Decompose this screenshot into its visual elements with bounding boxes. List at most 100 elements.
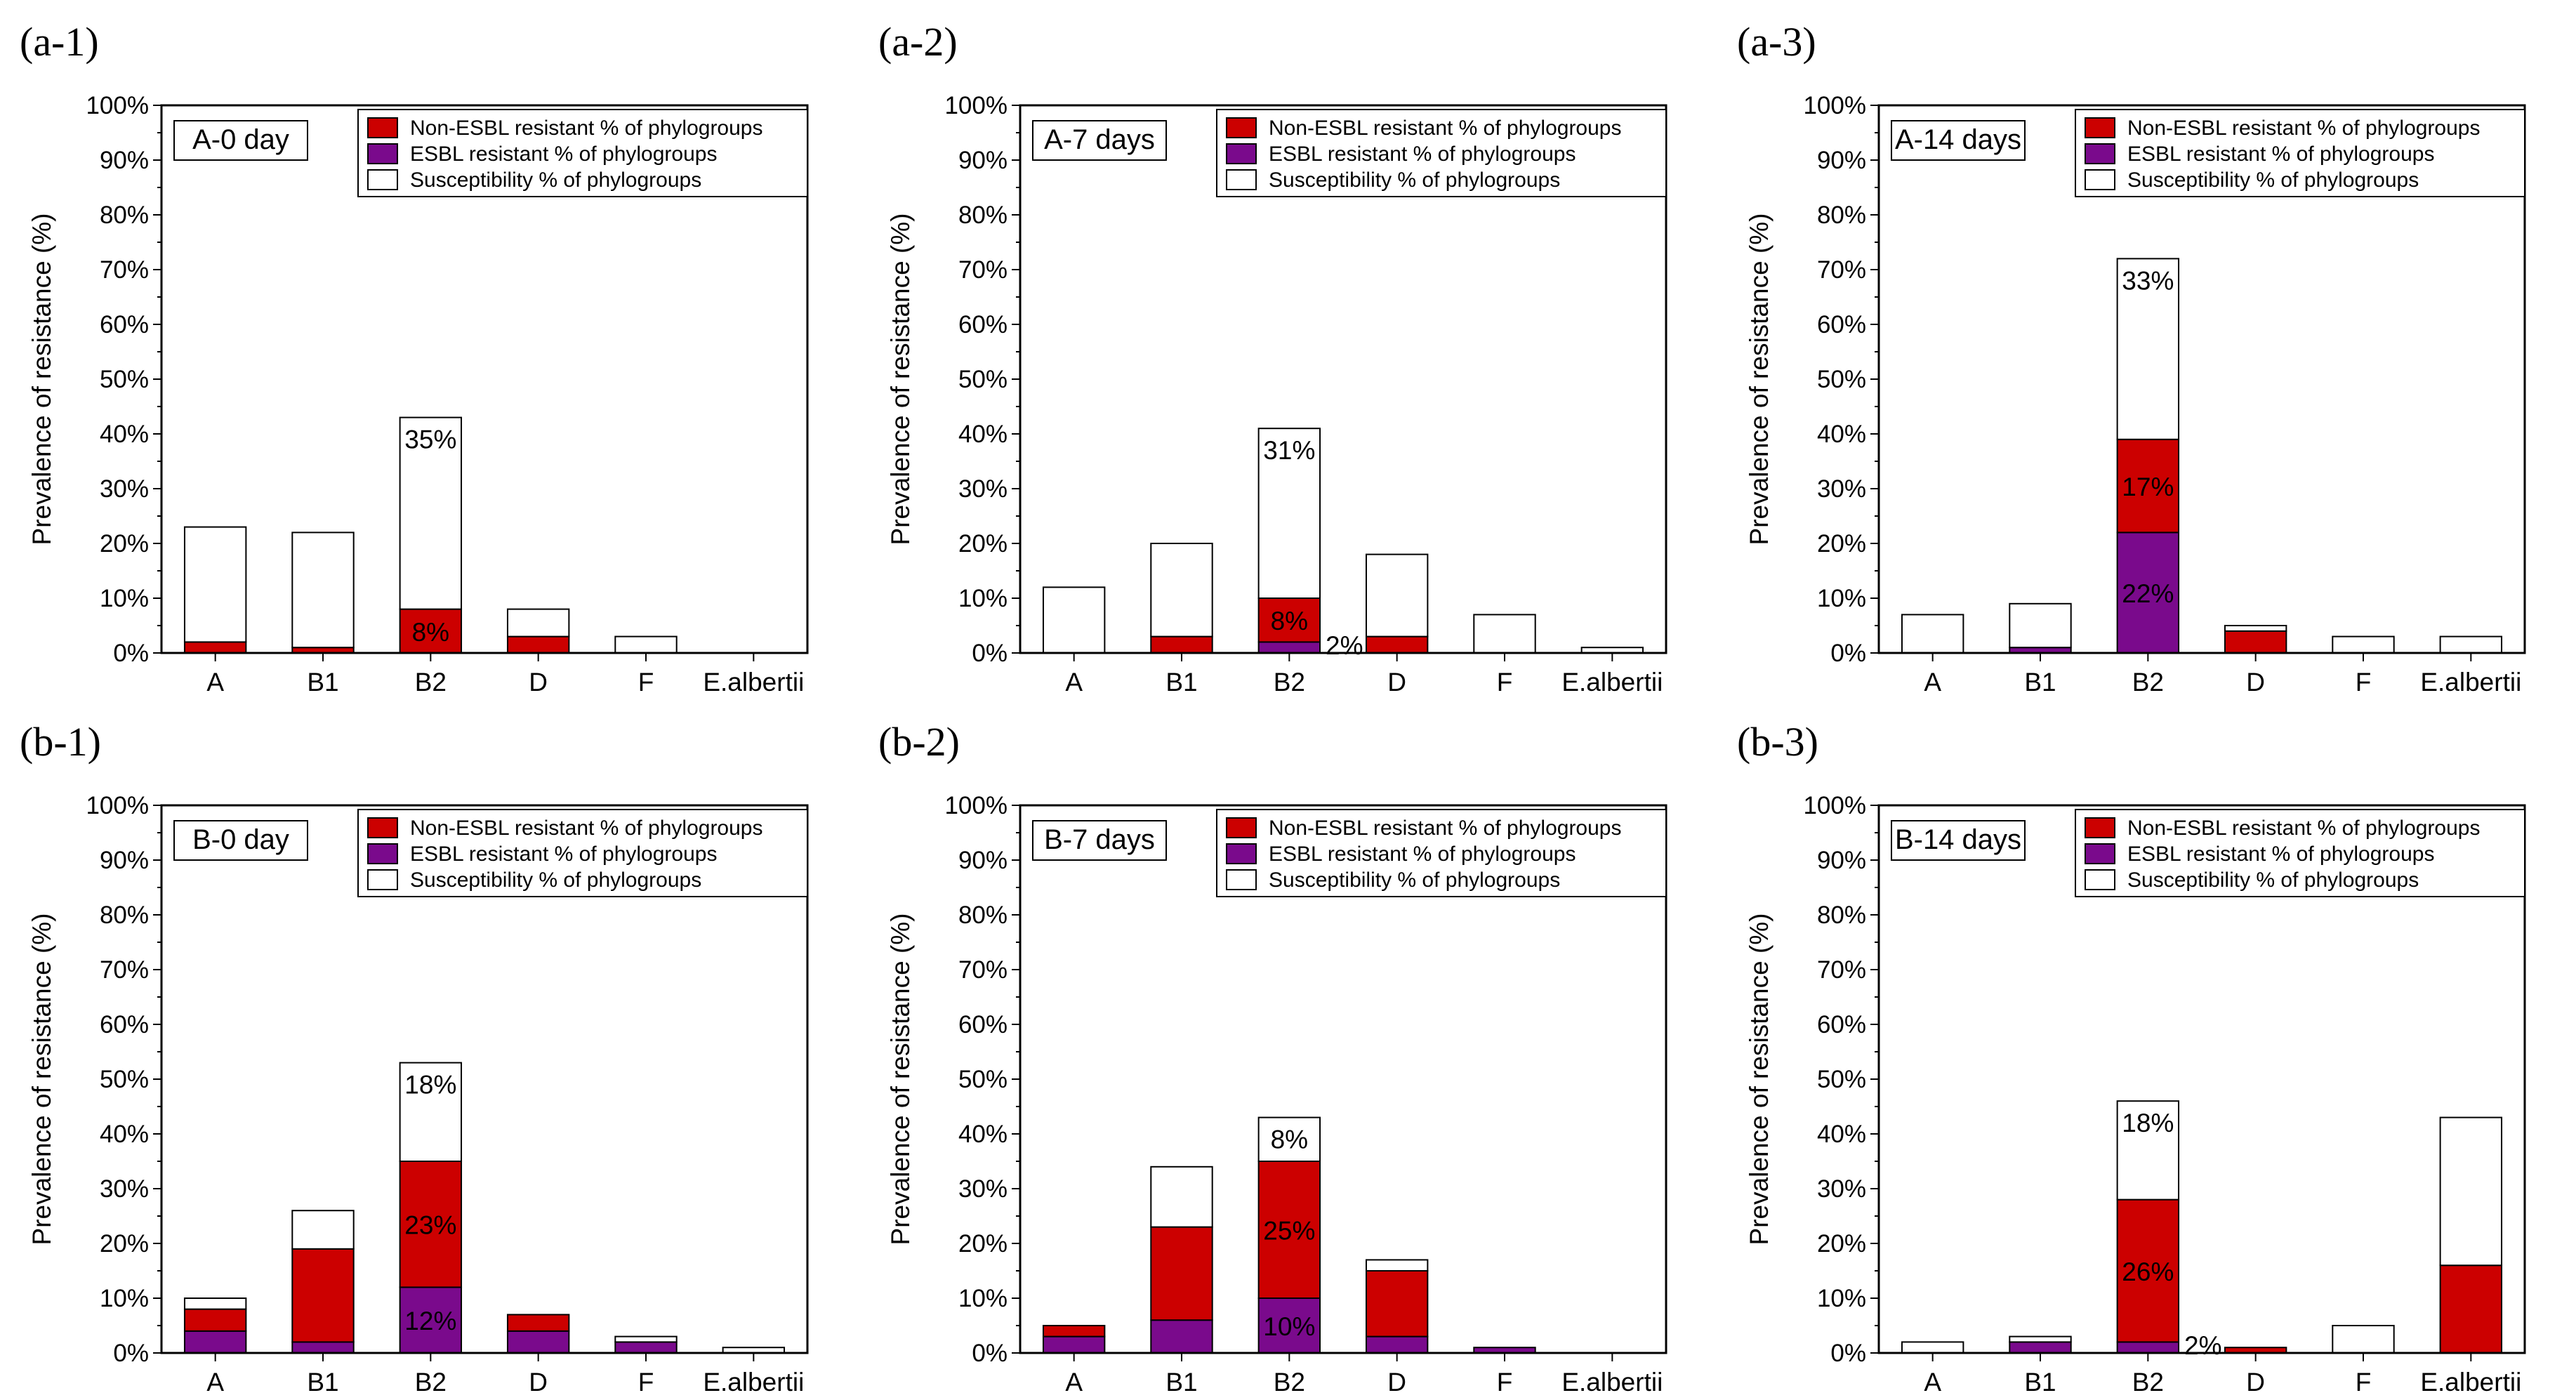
bar-segment: [1365, 1335, 1429, 1354]
y-tick-label: 70%: [100, 256, 149, 284]
y-tick-label: 0%: [1830, 640, 1866, 667]
y-tick-label: 70%: [958, 256, 1008, 284]
legend-swatch: [1226, 817, 1257, 838]
bar-value-label: 17%: [2122, 473, 2174, 501]
bar-value-label: 10%: [1263, 1312, 1315, 1341]
title-frame: [1032, 820, 1167, 861]
x-tick-label: A: [206, 1368, 224, 1396]
y-tick-label: 60%: [958, 311, 1008, 338]
legend-swatch: [367, 817, 398, 838]
bar-segment: [291, 1210, 355, 1250]
y-tick-label: 60%: [100, 311, 149, 338]
y-tick-label: 50%: [100, 1066, 149, 1093]
x-tick-label: B1: [1165, 1368, 1197, 1396]
title-frame: [1891, 120, 2026, 161]
bar-segment: [2116, 1198, 2180, 1343]
bar-segment: [2116, 1341, 2180, 1354]
bar-value-label: 22%: [2122, 579, 2174, 608]
bar-segment: [183, 1297, 247, 1310]
bar-segment: [2116, 531, 2180, 654]
panel-label: (a-2): [878, 19, 958, 65]
y-tick-label: 40%: [1817, 1121, 1866, 1148]
legend-swatch: [2085, 143, 2115, 164]
legend-swatch: [2085, 843, 2115, 864]
legend-swatch: [1226, 117, 1257, 138]
x-tick-label: B2: [415, 1368, 447, 1396]
x-tick-label: E.albertii: [703, 1368, 804, 1396]
y-tick-label: 60%: [958, 1011, 1008, 1038]
legend-entry: Susceptibility % of phylogroups: [1269, 869, 1560, 892]
x-tick-label: B2: [1274, 1368, 1305, 1396]
legend-entry: ESBL resistant % of phylogroups: [1269, 143, 1576, 166]
y-axis-label: Prevalence of resistance (%): [27, 913, 56, 1246]
legend-entry: Non-ESBL resistant % of phylogroups: [2127, 817, 2481, 840]
y-tick-label: 60%: [1817, 1011, 1866, 1038]
bar-segment: [1257, 641, 1321, 654]
y-tick-label: 60%: [100, 1011, 149, 1038]
bar-segment: [1365, 553, 1429, 638]
y-tick-label: 10%: [1817, 1285, 1866, 1312]
panel-label: (b-3): [1737, 719, 1818, 765]
bar-value-label: 23%: [404, 1211, 456, 1240]
bar-segment: [399, 1286, 463, 1354]
bar-segment: [1365, 1259, 1429, 1272]
chart-svg: 0% 10% 20% 30% 40% 50% 60% 70% 80% 90% 100% Prevale…: [27, 792, 809, 1396]
y-tick-label: 20%: [958, 530, 1008, 557]
chart-title: B-14 days: [1895, 824, 2021, 855]
x-tick-label: B2: [2132, 668, 2164, 696]
y-tick-label: 0%: [113, 1340, 149, 1367]
x-tick-label: D: [529, 1368, 548, 1396]
bar-value-label: 18%: [404, 1071, 456, 1099]
bar-value-label: 2%: [2184, 1331, 2221, 1360]
x-tick-label: E.albertii: [2420, 668, 2521, 696]
panel-label: (b-2): [878, 719, 960, 765]
x-tick-label: D: [1387, 668, 1406, 696]
title-frame: [173, 120, 308, 161]
y-tick-label: 40%: [958, 1121, 1008, 1148]
chart-svg: 0% 10% 20% 30% 40% 50% 60% 70% 80% 90% 100% Prevale…: [886, 92, 1667, 696]
y-tick-label: 90%: [958, 847, 1008, 874]
bar-segment: [2439, 635, 2503, 654]
bar-segment: [183, 526, 247, 643]
title-frame: [1891, 820, 2026, 861]
x-tick-label: E.albertii: [2420, 1368, 2521, 1396]
y-tick-label: 20%: [100, 1230, 149, 1257]
legend-swatch: [367, 143, 398, 164]
legend-frame: [357, 809, 808, 897]
bar-segment: [1150, 1226, 1213, 1321]
bar-value-label: 8%: [1271, 1125, 1308, 1154]
bar-segment: [291, 1341, 355, 1354]
chart-title: A-0 day: [192, 124, 289, 155]
bar-segment: [1042, 1335, 1106, 1354]
bar-value-label: 26%: [2122, 1257, 2174, 1286]
y-tick-label: 80%: [958, 902, 1008, 929]
x-tick-label: B2: [415, 668, 447, 696]
x-tick-label: E.albertii: [1561, 1368, 1663, 1396]
y-axis-label: Prevalence of resistance (%): [886, 913, 915, 1246]
legend: Non-ESBL resistant % of phylogroups ESBL …: [357, 109, 808, 197]
y-tick-label: 60%: [1817, 311, 1866, 338]
bar-value-label: 25%: [1263, 1217, 1315, 1246]
bar-segment: [183, 1330, 247, 1354]
plot-frame: [160, 104, 809, 654]
bar-segment: [1257, 1161, 1321, 1299]
y-tick-label: 40%: [100, 1121, 149, 1148]
y-tick-label: 10%: [1817, 585, 1866, 612]
y-tick-label: 10%: [100, 1285, 149, 1312]
y-tick-label: 30%: [100, 1175, 149, 1203]
y-tick-label: 90%: [958, 147, 1008, 174]
legend-entry: Non-ESBL resistant % of phylogroups: [410, 817, 763, 840]
y-tick-label: 50%: [100, 366, 149, 393]
chart-panel: (b-1) 0% 10% 20% 30% 40% 50% 60% 70% 80% 90% 100% Pr…: [0, 700, 859, 1400]
legend-entry: Non-ESBL resistant % of phylogroups: [2127, 117, 2481, 140]
y-tick-label: 10%: [958, 585, 1008, 612]
y-tick-label: 100%: [1803, 92, 1866, 119]
bar-segment: [2439, 1264, 2503, 1354]
y-tick-label: 20%: [100, 530, 149, 557]
y-tick-label: 100%: [944, 92, 1008, 119]
y-tick-label: 40%: [100, 421, 149, 448]
bar-segment: [1150, 1165, 1213, 1228]
legend: Non-ESBL resistant % of phylogroups ESBL …: [357, 809, 808, 897]
x-tick-label: B1: [2024, 1368, 2056, 1396]
y-tick-label: 70%: [1817, 256, 1866, 284]
